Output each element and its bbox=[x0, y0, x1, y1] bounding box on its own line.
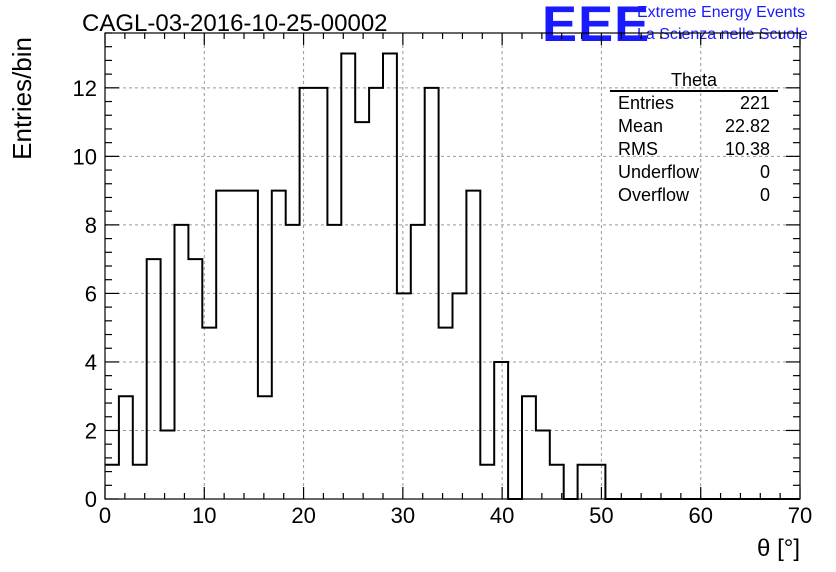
histogram-bin bbox=[341, 54, 355, 499]
y-tick-label: 0 bbox=[85, 487, 97, 512]
y-tick-label: 4 bbox=[85, 350, 97, 375]
y-tick-label: 6 bbox=[85, 281, 97, 306]
histogram-bin bbox=[314, 88, 328, 499]
grid-layer bbox=[105, 33, 800, 499]
histogram-bin bbox=[355, 122, 369, 499]
histogram-bin bbox=[383, 54, 397, 499]
stats-row-entries: Entries 221 bbox=[610, 92, 778, 115]
histogram-bin bbox=[161, 430, 175, 499]
histogram-bin bbox=[453, 293, 467, 499]
stats-label: Underflow bbox=[618, 162, 700, 182]
stats-label: Overflow bbox=[618, 185, 690, 205]
logo-text-line1: Extreme Energy Events bbox=[637, 4, 806, 21]
histogram-bin bbox=[439, 328, 453, 499]
histogram-bin bbox=[494, 362, 508, 499]
x-tick-label: 60 bbox=[688, 503, 712, 528]
y-axis-label: Entries/bin bbox=[7, 37, 37, 160]
stats-value: 221 bbox=[739, 93, 770, 113]
tick-label-layer: 0 10 20 30 40 50 60 70 0 2 4 6 8 10 12 bbox=[73, 76, 813, 528]
histogram-bin bbox=[397, 293, 411, 499]
tick-layer bbox=[104, 32, 801, 500]
y-tick-label: 2 bbox=[85, 418, 97, 443]
x-tick-label: 50 bbox=[589, 503, 613, 528]
x-tick-label: 0 bbox=[99, 503, 111, 528]
y-tick-label: 8 bbox=[85, 213, 97, 238]
stats-label: RMS bbox=[618, 139, 658, 159]
x-tick-label: 30 bbox=[391, 503, 415, 528]
histogram-bin bbox=[466, 191, 480, 499]
stats-label: Entries bbox=[618, 93, 675, 113]
stats-row-overflow: Overflow 0 bbox=[610, 184, 778, 207]
histogram-bin bbox=[147, 259, 161, 499]
histogram-bin bbox=[425, 88, 439, 499]
stats-row-underflow: Underflow 0 bbox=[610, 161, 778, 184]
histogram-bin bbox=[592, 465, 606, 499]
stats-box: Theta Entries 221 Mean 22.82 RMS 10.38 U… bbox=[610, 70, 778, 207]
stats-title: Theta bbox=[610, 70, 778, 92]
stats-label: Mean bbox=[618, 116, 664, 136]
stats-row-mean: Mean 22.82 bbox=[610, 115, 778, 138]
histogram-bin bbox=[105, 465, 119, 499]
histogram-bin bbox=[188, 259, 202, 499]
stats-value: 22.82 bbox=[724, 116, 770, 136]
histogram-bin bbox=[411, 225, 425, 499]
histogram-bin bbox=[258, 396, 272, 499]
histogram-bin bbox=[244, 191, 258, 499]
y-tick-label: 10 bbox=[73, 144, 97, 169]
histogram-bin bbox=[175, 225, 189, 499]
histogram-bin bbox=[369, 88, 383, 499]
stats-value: 0 bbox=[759, 162, 770, 182]
histogram-bin bbox=[272, 191, 286, 499]
histogram-bin bbox=[522, 396, 536, 499]
logo-text-line2: La Scienza nelle Scuole bbox=[637, 26, 808, 43]
stats-value: 0 bbox=[759, 185, 770, 205]
x-tick-label: 40 bbox=[490, 503, 514, 528]
stats-value: 10.38 bbox=[724, 139, 770, 159]
x-axis-label: θ [°] bbox=[757, 535, 800, 562]
histogram-bin bbox=[327, 225, 341, 499]
histogram-bin bbox=[216, 191, 230, 499]
histogram-bin bbox=[202, 328, 216, 499]
histogram-bin bbox=[119, 396, 133, 499]
histogram-bin bbox=[536, 430, 550, 499]
y-tick-label: 12 bbox=[73, 76, 97, 101]
eee-logo: EEE bbox=[542, 0, 651, 52]
histogram-bin bbox=[300, 88, 314, 499]
x-tick-label: 20 bbox=[291, 503, 315, 528]
histogram-bin bbox=[230, 191, 244, 499]
x-tick-label: 70 bbox=[788, 503, 812, 528]
stats-row-rms: RMS 10.38 bbox=[610, 138, 778, 161]
x-tick-label: 10 bbox=[192, 503, 216, 528]
histogram-bin bbox=[578, 465, 592, 499]
histogram-bin bbox=[286, 225, 300, 499]
